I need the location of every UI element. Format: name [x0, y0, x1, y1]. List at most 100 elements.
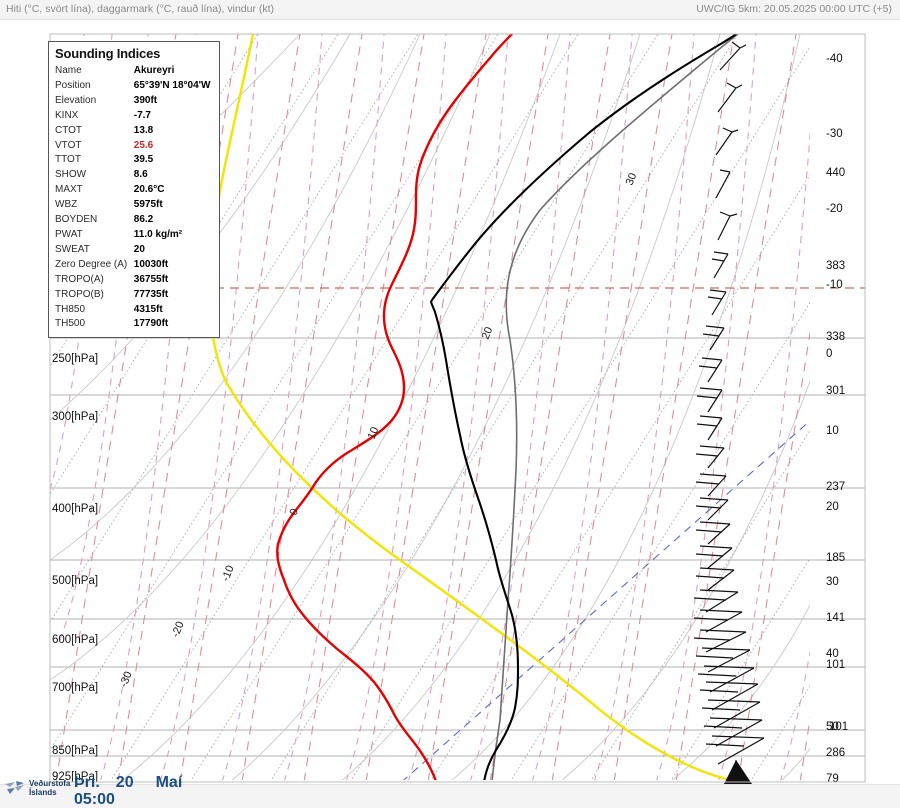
indices-row: MAXT 20.6°C: [55, 183, 213, 198]
wind-barb-column[interactable]: [693, 41, 765, 784]
wind-barb-surface-flag: [724, 760, 752, 784]
right-temp-40: 40: [826, 648, 839, 660]
right-height-79: 79: [826, 773, 839, 784]
right-temp-50: 50: [826, 721, 839, 733]
wind-barb: [715, 127, 739, 156]
header-bar: Hiti (°C, svört lína), daggarmark (°C, r…: [0, 0, 900, 20]
skew-label-30: 30: [624, 171, 640, 187]
dewpoint-profile-line: [276, 33, 513, 780]
indices-value: 20.6°C: [133, 184, 165, 196]
wind-barb: [695, 445, 725, 469]
indices-row: CTOT 13.8: [55, 124, 213, 139]
skew-label--30: -30: [118, 670, 135, 689]
footer-bar: [0, 784, 900, 808]
pressure-tick-850: 850[hPa]: [52, 745, 98, 757]
legend-text: Hiti (°C, svört lína), daggarmark (°C, r…: [6, 3, 275, 15]
indices-key: BOYDEN: [55, 214, 98, 226]
pressure-axis: 250[hPa] 300[hPa] 400[hPa] 500[hPa] 600[…: [52, 353, 98, 783]
wind-barb: [698, 357, 723, 383]
indices-value: 20: [133, 243, 145, 255]
indices-row: VTOT 25.6: [55, 139, 213, 154]
brand-line-2: Íslands: [29, 788, 57, 797]
right-temp--30: -30: [826, 128, 843, 140]
right-height-101: 101: [826, 659, 845, 671]
indices-row: PWAT 11.0 kg/m²: [55, 228, 213, 243]
pressure-tick-300: 300[hPa]: [52, 411, 98, 423]
indices-row: SHOW 8.6: [55, 168, 213, 183]
indices-key: TH500: [55, 318, 86, 330]
wind-barb: [697, 665, 755, 693]
indices-key: VTOT: [55, 139, 82, 151]
indices-value: 86.2: [133, 214, 154, 226]
indices-value: 4315ft: [133, 303, 163, 315]
wind-barb: [696, 387, 723, 413]
wind-barb: [695, 545, 733, 569]
indices-row: Name Akureyri: [55, 64, 213, 79]
indices-value: 5975ft: [133, 199, 163, 211]
timestamp-block: Þri. 20 Maí 05:00: [74, 774, 182, 808]
wind-barb: [695, 473, 727, 497]
right-height-141: 141: [826, 612, 845, 624]
indices-key: KINX: [55, 109, 79, 121]
pressure-tick-925: 925[hPa]: [52, 771, 98, 783]
indices-row: KINX -7.7: [55, 109, 213, 124]
isotherm-lines: [50, 33, 810, 780]
indices-key: TROPO(B): [55, 288, 104, 300]
right-temp-30: 30: [826, 576, 839, 588]
pressure-tick-500: 500[hPa]: [52, 575, 98, 587]
wetbulb-zero-line: [403, 420, 810, 780]
right-height-383: 383: [826, 260, 845, 272]
wind-barb: [695, 567, 735, 591]
skew-label-0: 0: [288, 507, 301, 517]
sounding-indices-table: Name Akureyri Position 65°39'N 18°04'W Eleva…: [55, 64, 213, 332]
wind-barb: [693, 589, 739, 613]
sounding-indices-panel[interactable]: Sounding Indices Name Akureyri Position 65°…: [48, 41, 220, 339]
plot-border: [49, 33, 866, 783]
logo-mark-icon: [5, 781, 24, 794]
indices-value: 17790ft: [133, 318, 169, 330]
brand-line-1: Veðurstofa: [29, 779, 71, 788]
wind-barb: [696, 415, 723, 441]
right-temp-10: 10: [826, 425, 839, 437]
pressure-tick-700: 700[hPa]: [52, 682, 98, 694]
sounding-indices-title: Sounding Indices: [55, 46, 161, 61]
indices-key: PWAT: [55, 228, 83, 240]
wind-barb: [693, 609, 743, 633]
right-temp--10: -10: [826, 279, 843, 291]
model-run-text: UWC/IG 5km: 20.05.2025 00:00 UTC (+5): [696, 3, 892, 15]
indices-key: SWEAT: [55, 243, 90, 255]
right-height-286: 286: [826, 747, 845, 759]
indices-row: Elevation 390ft: [55, 94, 213, 109]
wind-barb: [703, 717, 763, 747]
wind-barb: [707, 289, 727, 316]
indices-row: TROPO(A) 36755ft: [55, 273, 213, 288]
indices-value: 11.0 kg/m²: [133, 228, 183, 240]
indices-row: TH500 17790ft: [55, 317, 213, 332]
indices-row: TROPO(B) 77735ft: [55, 288, 213, 303]
skew-label--10: -10: [220, 564, 237, 583]
vedurstofa-logo: Veðurstofa Íslands: [4, 779, 70, 797]
indices-key: Position: [55, 79, 91, 91]
right-height-237: 237: [826, 481, 845, 493]
indices-key: SHOW: [55, 169, 87, 181]
indices-row: TH850 4315ft: [55, 303, 213, 318]
indices-value: 65°39'N 18°04'W: [133, 79, 211, 91]
right-temp--20: -20: [826, 203, 843, 215]
indices-key: Zero Degree (A): [55, 258, 128, 270]
indices-value: 10030ft: [133, 258, 169, 270]
indices-row: TTOT 39.5: [55, 153, 213, 168]
indices-value: 25.6: [133, 139, 154, 151]
wind-barb: [699, 681, 759, 711]
indices-value: -7.7: [133, 109, 151, 121]
indices-value: 390ft: [133, 94, 158, 106]
indices-value: Akureyri: [133, 65, 175, 76]
wind-barb: [695, 497, 729, 521]
right-temp-0: 0: [826, 348, 832, 360]
indices-value: 36755ft: [133, 273, 169, 285]
indices-row: Position 65°39'N 18°04'W: [55, 79, 213, 94]
indices-value: 77735ft: [133, 288, 169, 300]
indices-key: MAXT: [55, 184, 83, 196]
timestamp-date: 20: [115, 774, 134, 791]
indices-key: CTOT: [55, 124, 83, 136]
right-height-301: 301: [826, 385, 845, 397]
